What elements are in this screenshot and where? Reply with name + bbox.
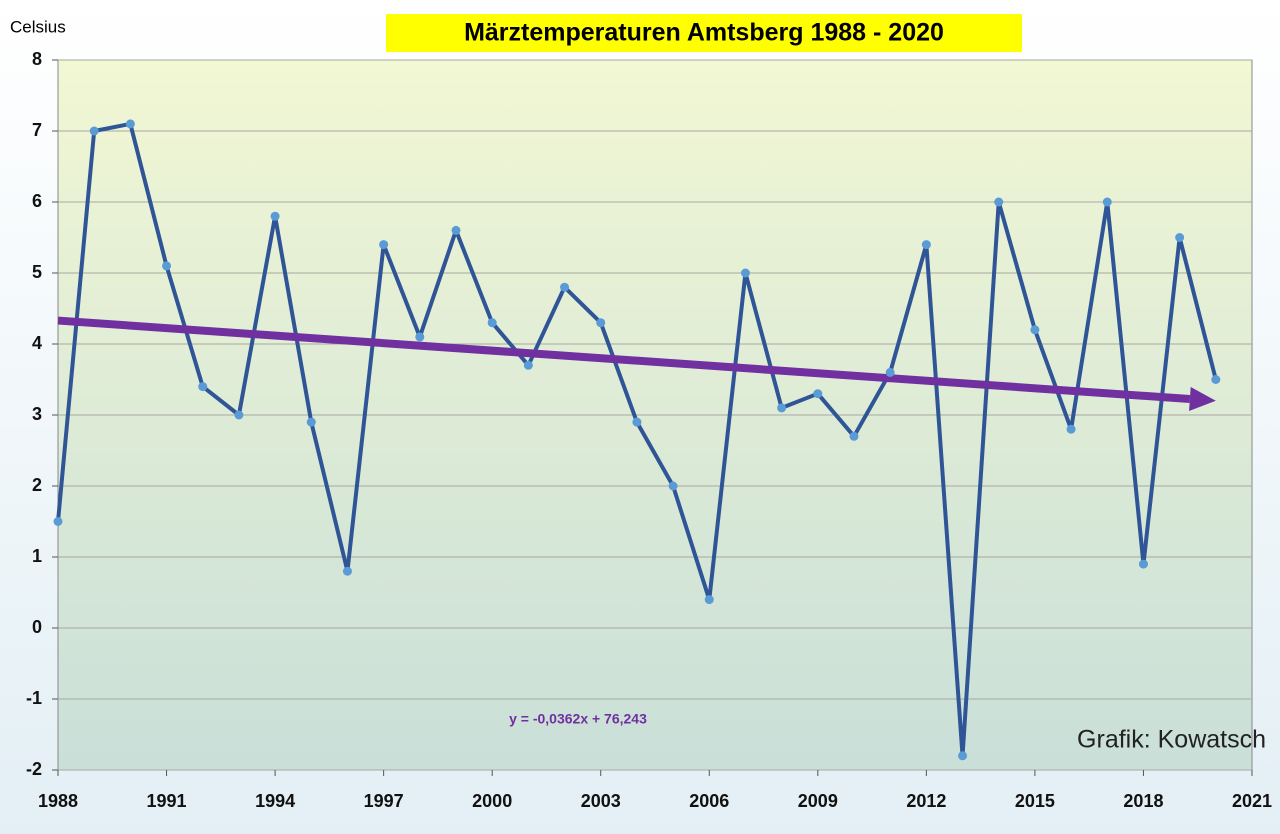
x-tick-label: 2018 — [1123, 791, 1163, 811]
y-tick-label: -2 — [26, 759, 42, 779]
data-point — [885, 367, 895, 377]
data-point — [523, 360, 533, 370]
data-point — [596, 318, 606, 328]
data-point — [89, 126, 99, 136]
y-tick-label: -1 — [26, 688, 42, 708]
y-tick-label: 0 — [32, 617, 42, 637]
trend-arrowhead — [1189, 387, 1216, 411]
x-tick-label: 2006 — [689, 791, 729, 811]
x-tick-label: 1997 — [364, 791, 404, 811]
y-tick-label: 8 — [32, 49, 42, 69]
y-tick-label: 7 — [32, 120, 42, 140]
x-tick-label: 2003 — [581, 791, 621, 811]
data-point — [740, 268, 750, 278]
data-point — [1175, 233, 1185, 242]
data-point — [849, 431, 859, 441]
y-axis-label: Celsius — [10, 17, 66, 36]
data-point — [306, 417, 316, 427]
data-point — [125, 119, 135, 129]
data-point — [1102, 197, 1112, 207]
data-point — [1030, 325, 1040, 335]
y-tick-label: 5 — [32, 262, 42, 282]
data-point — [270, 211, 280, 221]
data-point — [1138, 559, 1148, 569]
data-point — [632, 417, 642, 427]
x-tick-label: 1991 — [147, 791, 187, 811]
data-point — [451, 225, 461, 235]
data-point — [1066, 424, 1076, 434]
data-point — [1211, 375, 1221, 384]
data-point — [234, 410, 244, 420]
y-tick-label: 3 — [32, 404, 42, 424]
y-tick-label: 4 — [32, 333, 42, 353]
trend-equation: y = -0,0362x + 76,243 — [509, 711, 647, 727]
data-point — [487, 318, 497, 328]
x-tick-label: 1988 — [38, 791, 78, 811]
x-tick-label: 1994 — [255, 791, 295, 811]
x-tick-label: 2015 — [1015, 791, 1055, 811]
trend-line — [57, 316, 1191, 403]
chart-title: Märztemperaturen Amtsberg 1988 - 2020 — [464, 19, 944, 47]
annotation: Grafik: Kowatsch — [1077, 726, 1266, 754]
data-point — [198, 382, 208, 392]
data-point — [958, 751, 968, 761]
x-tick-label: 2021 — [1232, 791, 1272, 811]
x-tick-label: 2012 — [906, 791, 946, 811]
data-point — [668, 481, 678, 491]
x-tick-label: 2009 — [798, 791, 838, 811]
x-tick-label: 2000 — [472, 791, 512, 811]
y-tick-label: 1 — [32, 546, 42, 566]
data-point — [379, 240, 389, 250]
data-point — [994, 197, 1004, 207]
data-point — [921, 240, 931, 250]
data-point — [704, 595, 714, 605]
data-point — [342, 566, 352, 576]
data-point — [777, 403, 787, 413]
data-point — [415, 332, 425, 342]
data-point — [53, 517, 63, 526]
y-tick-label: 2 — [32, 475, 42, 495]
y-tick-label: 6 — [32, 191, 42, 211]
title-box — [386, 14, 1022, 52]
data-point — [813, 389, 823, 399]
data-point — [162, 261, 172, 271]
data-point — [560, 282, 570, 292]
